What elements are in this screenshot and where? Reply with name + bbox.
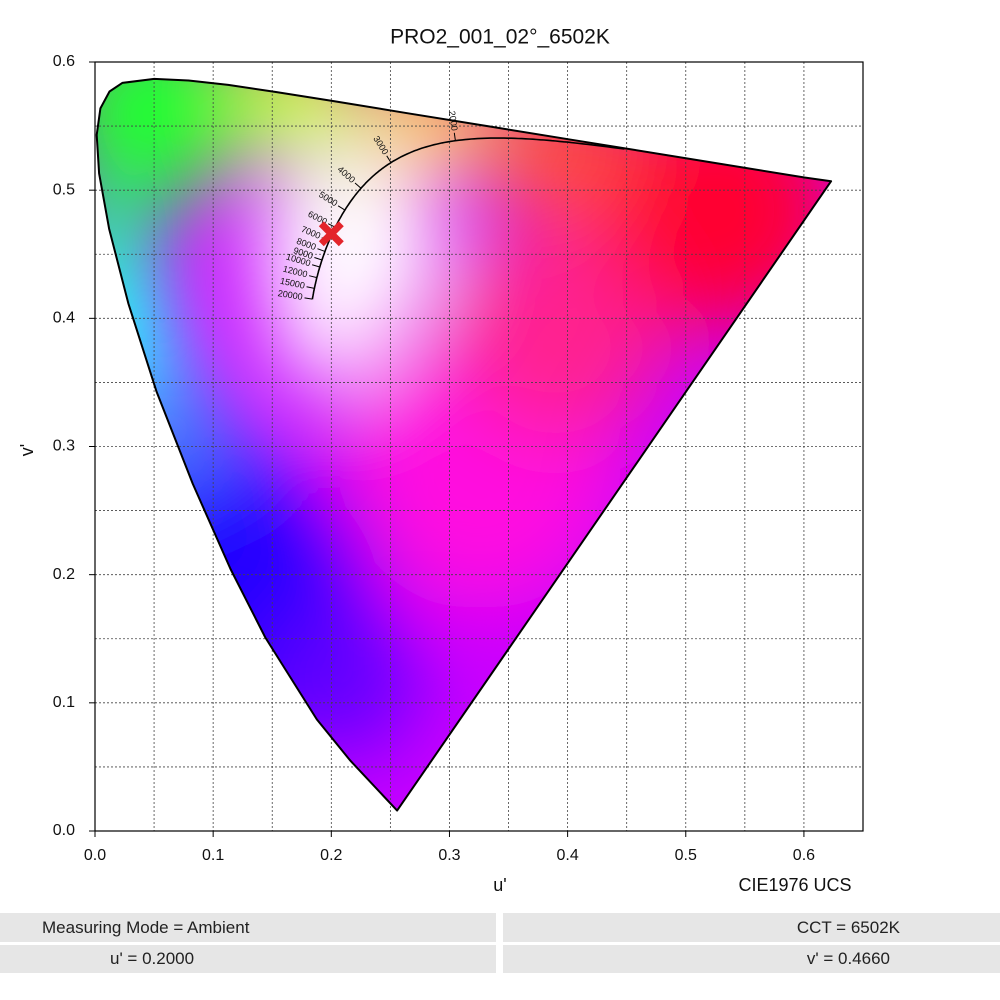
footer-text: v' = 0.4660 [806,949,890,968]
cct-tick [306,286,315,289]
y-tick-label: 0.0 [53,822,75,839]
cct-label: 20000 [277,288,303,302]
x-tick-label: 0.3 [438,847,460,864]
spectral-locus [95,77,833,812]
cct-tick [453,132,456,141]
x-tick-label: 0.6 [793,847,815,864]
y-tick-label: 0.1 [53,694,75,711]
cct-tick [308,275,317,279]
chart-title: PRO2_001_02°_6502K [390,26,610,49]
cct-label: 2000 [447,110,460,131]
measured-point [318,221,344,247]
y-tick-label: 0.3 [53,438,75,455]
cct-tick [314,257,323,261]
cct-tick [354,182,362,189]
footer-text: Measuring Mode = Ambient [42,917,250,937]
y-axis-label: v' [17,444,37,456]
footer-cell: Measuring Mode = Ambient [0,913,496,942]
chart: PRO2_001_02°_6502K u' CIE1976 UCS v' 0.0… [17,26,864,895]
planckian-locus [311,137,625,300]
y-tick-label: 0.4 [53,310,75,327]
x-tick-label: 0.1 [202,847,224,864]
footer-text: u' = 0.2000 [110,949,195,968]
cct-tick [311,264,320,268]
x-tick-label: 0.0 [84,847,106,864]
cct-tick [337,205,346,211]
footer-text: CCT = 6502K [796,917,900,937]
x-axis-label: u' [493,875,506,895]
footer-cell: u' = 0.2000 [0,945,496,973]
y-tick-label: 0.2 [53,566,75,583]
annotation: CIE1976 UCS [738,875,851,895]
footer-cell: CCT = 6502K [503,913,1000,942]
footer-cell: v' = 0.4660 [503,945,1000,973]
y-tick-label: 0.5 [53,181,75,198]
x-tick-label: 0.5 [675,847,697,864]
x-tick-label: 0.2 [320,847,342,864]
cct-tick [386,155,392,163]
cct-tick [304,297,313,300]
y-tick-label: 0.6 [53,53,75,70]
cct-tick [317,248,326,252]
x-tick-label: 0.4 [556,847,578,864]
